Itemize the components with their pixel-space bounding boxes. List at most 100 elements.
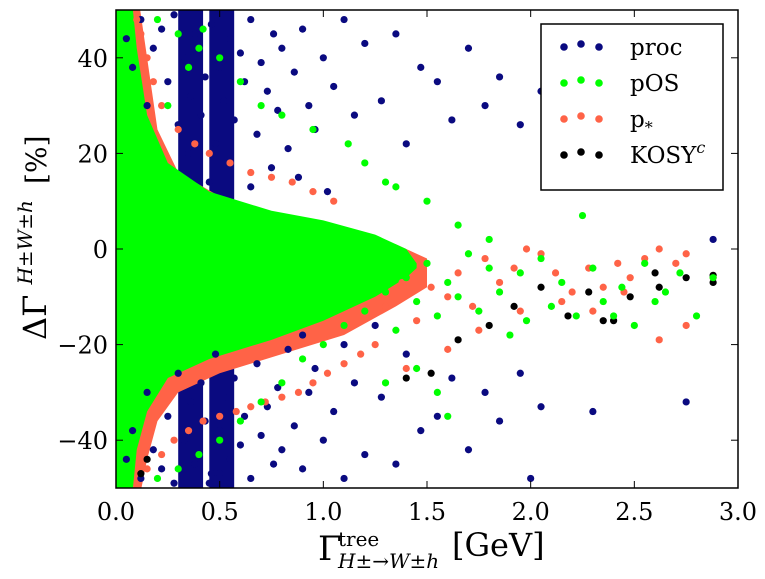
point-pos xyxy=(236,417,244,425)
point-proc xyxy=(247,183,255,191)
point-pos xyxy=(464,250,473,258)
point-pos xyxy=(558,278,566,287)
point-p xyxy=(558,297,566,306)
point-proc xyxy=(311,364,319,373)
point-p xyxy=(495,278,504,287)
point-proc xyxy=(247,474,255,483)
point-pos xyxy=(278,379,286,387)
point-proc xyxy=(290,422,298,430)
point-proc xyxy=(417,427,425,435)
x-axis-label-sup: tree xyxy=(338,527,379,551)
y-axis-label-sup: H±W±h xyxy=(13,200,37,285)
point-proc xyxy=(284,345,292,353)
point-proc xyxy=(516,121,524,129)
point-p xyxy=(340,360,348,368)
point-p xyxy=(232,407,240,416)
point-proc xyxy=(402,350,410,358)
point-pos xyxy=(475,307,483,315)
point-proc xyxy=(392,460,400,468)
point-proc xyxy=(299,465,307,473)
point-proc xyxy=(253,360,261,368)
point-proc xyxy=(128,63,137,71)
point-p xyxy=(309,188,317,196)
point-pos xyxy=(709,274,717,282)
point-proc xyxy=(305,102,313,110)
point-p xyxy=(510,264,518,272)
point-pos xyxy=(216,436,224,444)
point-proc xyxy=(516,369,524,377)
point-proc xyxy=(149,44,157,52)
legend-item: KOSYc xyxy=(560,138,705,169)
point-kosyc xyxy=(402,374,410,382)
point-pos xyxy=(309,125,317,134)
point-p xyxy=(454,269,462,277)
x-axis-label-main: Γ xyxy=(318,529,342,569)
point-p xyxy=(568,288,576,296)
legend-marker xyxy=(595,43,603,51)
x-axis-label: Γ xyxy=(318,529,342,569)
point-pos xyxy=(153,474,162,483)
legend-marker xyxy=(595,79,603,87)
point-proc xyxy=(158,25,166,33)
point-pos xyxy=(506,331,514,339)
point-pos xyxy=(361,307,369,315)
y-axis-label-unit: [%] xyxy=(20,135,53,183)
point-p xyxy=(626,274,634,282)
point-proc xyxy=(180,436,189,444)
legend-marker xyxy=(560,79,568,87)
point-pos xyxy=(236,78,244,86)
point-proc xyxy=(330,82,338,91)
point-p xyxy=(682,250,690,258)
point-proc xyxy=(226,455,234,463)
point-proc xyxy=(191,460,199,468)
point-proc xyxy=(319,436,327,444)
point-pos xyxy=(495,288,504,296)
x-tick-label: 0.0 xyxy=(97,498,135,526)
point-pos xyxy=(692,312,701,320)
legend-marker xyxy=(595,151,603,159)
x-tick-label: 2.0 xyxy=(512,498,550,526)
point-p xyxy=(137,30,145,38)
point-p xyxy=(184,427,193,435)
point-pos xyxy=(433,388,441,396)
point-pos xyxy=(381,178,390,186)
point-proc xyxy=(323,188,332,196)
point-proc xyxy=(319,54,327,62)
point-pos xyxy=(589,264,597,272)
point-proc xyxy=(377,97,385,105)
point-proc xyxy=(216,470,224,478)
y-tick-label: −20 xyxy=(57,332,108,360)
point-proc xyxy=(197,379,205,387)
point-p xyxy=(330,197,338,205)
point-proc xyxy=(278,446,286,454)
point-p xyxy=(143,465,151,473)
point-proc xyxy=(537,403,545,411)
point-proc xyxy=(267,164,276,172)
x-tick-label: 0.5 xyxy=(201,498,239,526)
point-p xyxy=(294,388,303,396)
point-pos xyxy=(402,274,410,282)
point-proc xyxy=(220,393,228,401)
point-proc xyxy=(269,30,278,38)
legend-label: proc xyxy=(630,35,682,61)
point-pos xyxy=(547,302,556,310)
point-pos xyxy=(371,254,379,263)
point-proc xyxy=(164,78,172,86)
point-pos xyxy=(392,183,400,191)
point-proc xyxy=(377,393,385,401)
point-p xyxy=(278,393,286,401)
point-p xyxy=(672,259,680,267)
point-proc xyxy=(201,73,209,81)
point-kosyc xyxy=(485,321,493,330)
legend-marker xyxy=(560,115,568,123)
legend-item: pOS xyxy=(560,71,679,97)
point-p xyxy=(427,283,435,291)
point-proc xyxy=(122,35,130,43)
point-kosyc xyxy=(651,269,659,277)
legend-label: pOS xyxy=(630,71,679,97)
point-proc xyxy=(143,102,151,110)
point-proc xyxy=(236,441,244,449)
point-p xyxy=(444,345,452,353)
point-p xyxy=(371,341,379,349)
